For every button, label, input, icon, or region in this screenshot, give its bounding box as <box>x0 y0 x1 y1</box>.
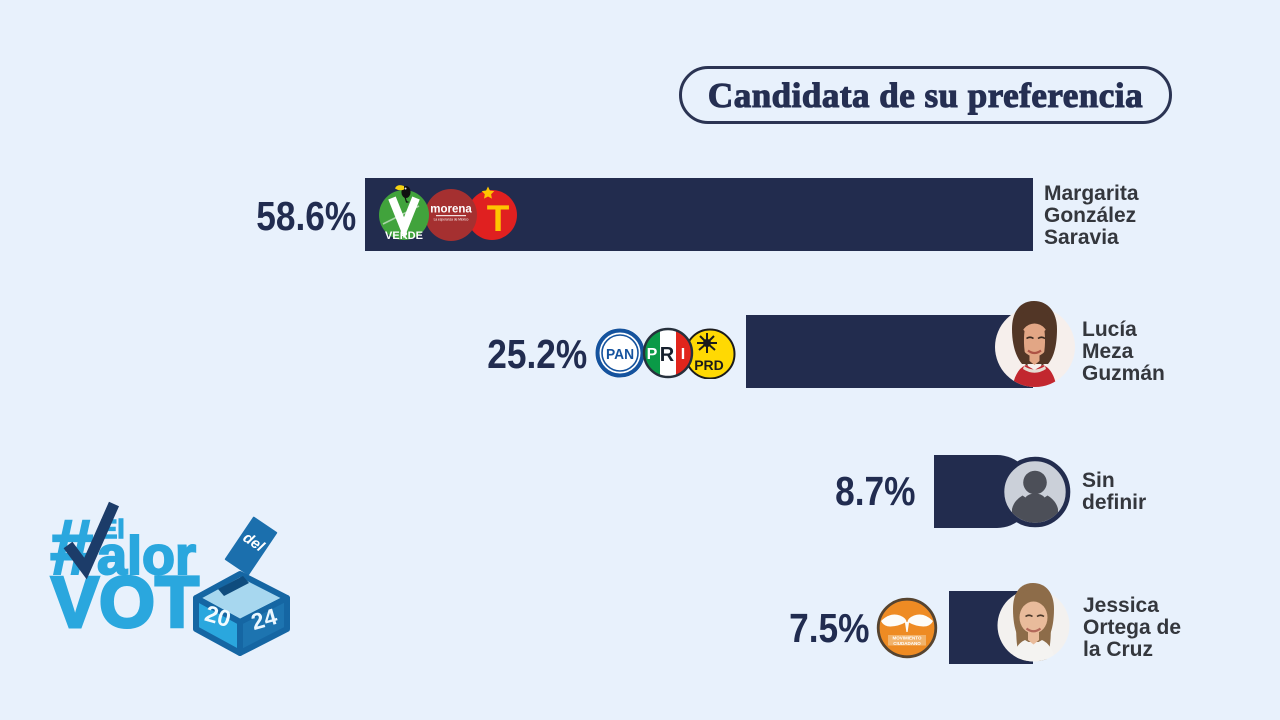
svg-text:VERDE: VERDE <box>385 230 423 242</box>
svg-text:MOVIMIENTO: MOVIMIENTO <box>893 636 922 641</box>
svg-text:R: R <box>660 344 675 366</box>
svg-text:La esperanza de México: La esperanza de México <box>434 218 469 222</box>
svg-text:T: T <box>487 198 510 239</box>
svg-text:VOT: VOT <box>51 563 199 643</box>
svg-text:I: I <box>681 346 685 363</box>
svg-text:PRD: PRD <box>694 357 724 373</box>
svg-text:CIUDADANO: CIUDADANO <box>893 641 921 646</box>
svg-text:alor: alor <box>97 526 196 586</box>
svg-text:morena: morena <box>430 204 472 216</box>
svg-text:P: P <box>647 346 658 363</box>
svg-text:PAN: PAN <box>606 347 634 364</box>
